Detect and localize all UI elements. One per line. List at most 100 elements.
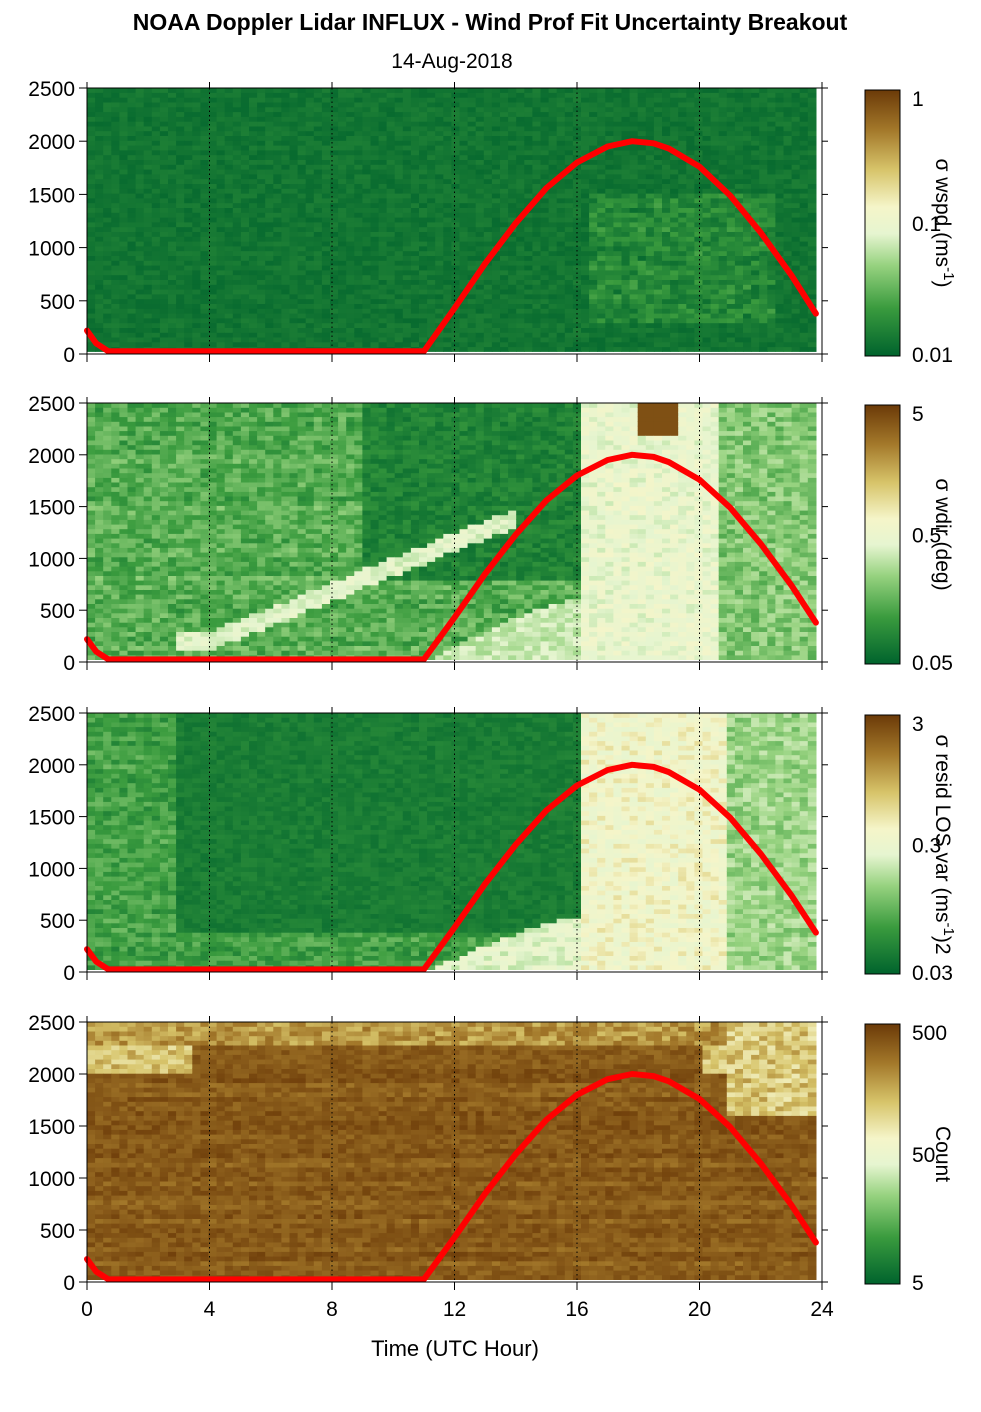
heatmap-cell (500, 188, 509, 194)
heatmap-cell (289, 303, 299, 309)
heatmap-cell (419, 265, 428, 271)
heatmap-cell (702, 308, 712, 314)
heatmap-cell (354, 207, 363, 213)
heatmap-cell (621, 207, 631, 213)
heatmap-cell (759, 145, 768, 151)
heatmap-cell (710, 92, 720, 98)
heatmap-cell (548, 92, 558, 98)
heatmap-cell (240, 135, 250, 141)
heatmap-cell (459, 149, 469, 156)
heatmap-cell (508, 308, 517, 314)
heatmap-cell (159, 250, 169, 256)
heatmap-cell (127, 250, 137, 256)
heatmap-cell (556, 212, 566, 218)
heatmap-cell (629, 178, 639, 184)
heatmap-cell (783, 106, 793, 113)
heatmap-cell (289, 125, 299, 132)
heatmap-cell (321, 226, 331, 232)
heatmap-cell (127, 260, 137, 266)
heatmap-cell (232, 336, 242, 343)
heatmap-cell (759, 279, 768, 285)
heatmap-cell (257, 202, 266, 208)
heatmap-cell (95, 322, 104, 328)
heatmap-cell (443, 250, 452, 256)
heatmap-cell (743, 322, 752, 328)
heatmap-cell (734, 231, 744, 237)
heatmap-cell (491, 322, 501, 328)
heatmap-cell (637, 116, 647, 122)
heatmap-cell (232, 101, 242, 108)
heatmap-cell (192, 87, 201, 93)
heatmap-cell (653, 111, 663, 117)
heatmap-cell (200, 269, 210, 276)
heatmap-cell (597, 236, 606, 242)
heatmap-cell (184, 336, 193, 343)
heatmap-cell (87, 125, 96, 132)
heatmap-cell (483, 154, 493, 160)
heatmap-cell (184, 317, 193, 324)
heatmap-cell (613, 207, 623, 213)
heatmap-cell (621, 212, 631, 218)
heatmap-cell (678, 260, 687, 266)
heatmap-cell (751, 231, 760, 237)
heatmap-cell (330, 327, 339, 333)
heatmap-cell (321, 217, 331, 223)
heatmap-cell (799, 106, 809, 113)
heatmap-wspd (87, 87, 817, 352)
heatmap-cell (281, 313, 291, 319)
heatmap-cell (613, 217, 623, 223)
heatmap-cell (483, 92, 493, 98)
heatmap-cell (151, 101, 161, 108)
heatmap-cell (111, 289, 120, 295)
heatmap-cell (775, 317, 785, 324)
heatmap-cell (564, 207, 574, 213)
heatmap-cell (475, 260, 485, 266)
heatmap-cell (135, 265, 145, 271)
heatmap-cell (483, 111, 493, 117)
heatmap-cell (540, 284, 550, 290)
heatmap-cell (370, 121, 380, 127)
heatmap-cell (637, 92, 647, 98)
heatmap-cell (354, 173, 363, 180)
heatmap-cell (143, 197, 153, 204)
heatmap-cell (103, 274, 112, 280)
heatmap-cell (265, 135, 274, 141)
heatmap-cell (362, 188, 372, 194)
heatmap-cell (807, 322, 817, 328)
heatmap-cell (184, 164, 193, 170)
heatmap-cell (95, 317, 104, 324)
heatmap-cell (346, 303, 355, 309)
heatmap-cell (119, 188, 129, 194)
heatmap-cell (135, 269, 145, 276)
heatmap-cell (743, 121, 752, 127)
heatmap-cell (232, 265, 242, 271)
heatmap-cell (807, 178, 817, 184)
heatmap-cell (200, 116, 210, 122)
heatmap-cell (637, 169, 647, 175)
heatmap-cell (297, 154, 307, 160)
heatmap-cell (321, 135, 331, 141)
heatmap-cell (662, 121, 671, 127)
heatmap-cell (330, 236, 339, 242)
heatmap-cell (289, 231, 299, 237)
heatmap-cell (645, 245, 655, 252)
heatmap-cell (613, 169, 623, 175)
heatmap-cell (143, 183, 153, 189)
heatmap-cell (249, 140, 258, 146)
heatmap-cell (127, 140, 137, 146)
heatmap-cell (629, 279, 639, 285)
heatmap-cell (305, 265, 315, 271)
heatmap-cell (726, 183, 736, 189)
heatmap-cell (475, 207, 485, 213)
heatmap-cell (556, 293, 566, 300)
heatmap-cell (483, 303, 493, 309)
heatmap-cell (281, 111, 291, 117)
heatmap-cell (151, 125, 161, 132)
heatmap-cell (378, 212, 388, 218)
heatmap-cell (605, 250, 614, 256)
heatmap-cell (734, 169, 744, 175)
heatmap-cell (346, 149, 355, 156)
heatmap-cell (775, 135, 785, 141)
heatmap-cell (232, 92, 242, 98)
heatmap-cell (200, 284, 210, 290)
